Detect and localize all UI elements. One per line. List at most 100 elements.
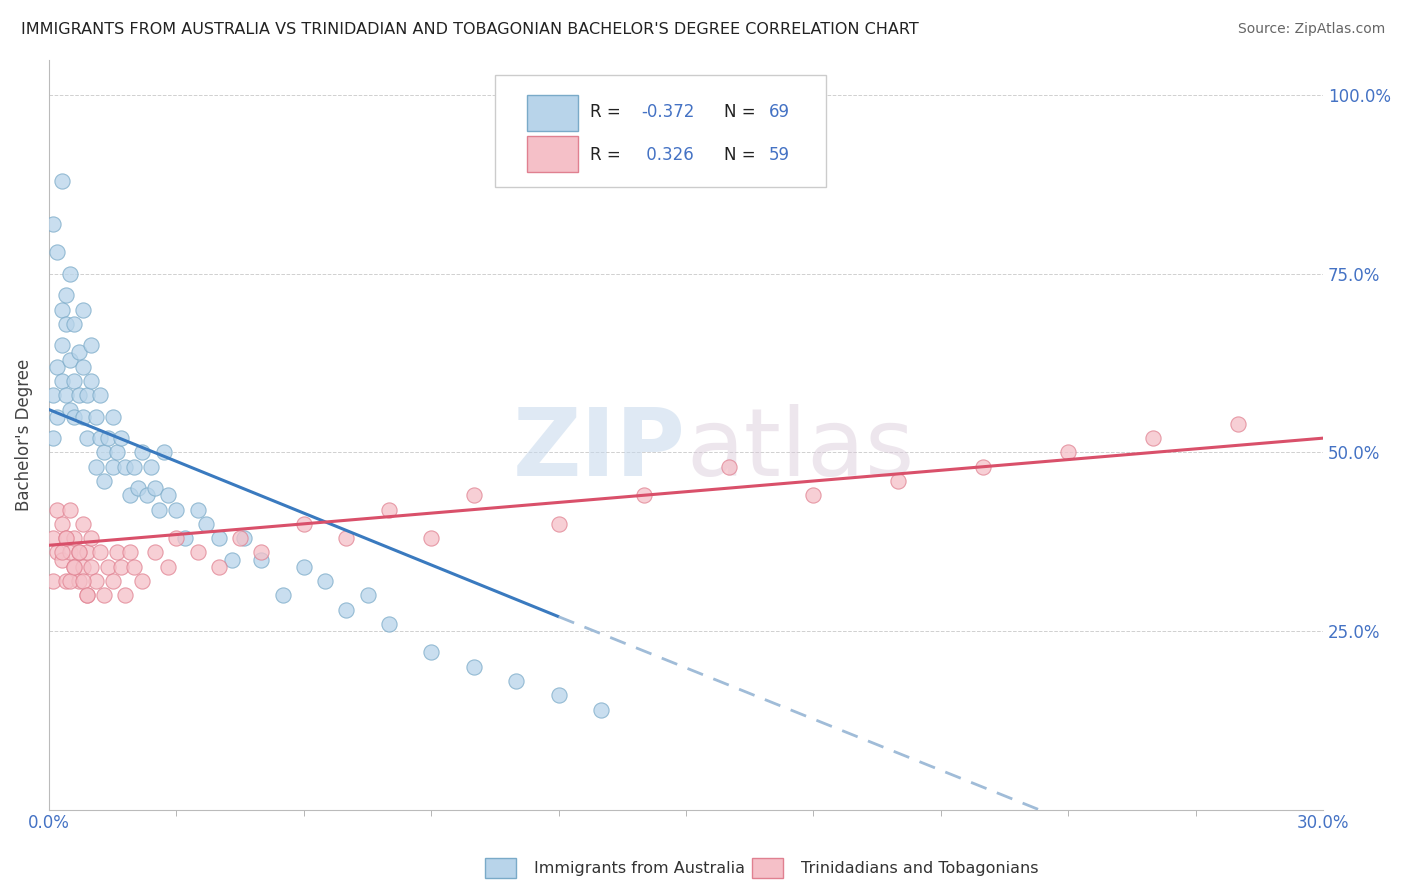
Point: [314, 574, 336, 588]
Point: [55, 388, 77, 402]
Point: [139, 459, 162, 474]
Point: [1057, 445, 1080, 459]
Text: Immigrants from Australia: Immigrants from Australia: [534, 862, 745, 876]
Point: [972, 459, 994, 474]
Point: [118, 545, 141, 559]
Point: [63, 559, 86, 574]
Point: [46, 502, 69, 516]
Point: [59, 574, 82, 588]
Point: [63, 559, 86, 574]
Text: R =: R =: [591, 103, 627, 121]
Point: [63, 531, 86, 545]
Text: 69: 69: [769, 103, 790, 121]
Point: [72, 559, 94, 574]
Point: [67, 545, 90, 559]
Point: [59, 502, 82, 516]
Point: [59, 352, 82, 367]
Text: ZIP: ZIP: [513, 403, 686, 496]
Text: N =: N =: [724, 103, 761, 121]
Point: [105, 545, 128, 559]
Point: [143, 545, 166, 559]
Point: [76, 545, 98, 559]
Point: [377, 502, 399, 516]
Point: [93, 474, 115, 488]
Point: [156, 559, 179, 574]
Text: N =: N =: [724, 146, 761, 164]
FancyBboxPatch shape: [527, 136, 578, 172]
Point: [143, 481, 166, 495]
Point: [803, 488, 825, 502]
Point: [114, 588, 136, 602]
Point: [420, 645, 443, 659]
Text: Trinidadians and Tobagonians: Trinidadians and Tobagonians: [801, 862, 1039, 876]
Point: [110, 559, 132, 574]
Point: [93, 588, 115, 602]
Point: [63, 374, 86, 388]
Point: [72, 409, 94, 424]
FancyBboxPatch shape: [495, 75, 827, 187]
Point: [59, 402, 82, 417]
Point: [42, 531, 65, 545]
Point: [55, 531, 77, 545]
Point: [59, 545, 82, 559]
Text: IMMIGRANTS FROM AUSTRALIA VS TRINIDADIAN AND TOBAGONIAN BACHELOR'S DEGREE CORREL: IMMIGRANTS FROM AUSTRALIA VS TRINIDADIAN…: [21, 22, 920, 37]
Point: [72, 302, 94, 317]
Point: [76, 431, 98, 445]
Point: [51, 374, 73, 388]
Point: [547, 516, 569, 531]
Point: [271, 588, 294, 602]
Point: [118, 488, 141, 502]
Point: [51, 516, 73, 531]
Point: [114, 459, 136, 474]
Point: [63, 409, 86, 424]
Point: [165, 502, 187, 516]
Point: [463, 659, 485, 673]
Point: [208, 559, 231, 574]
Point: [335, 531, 357, 545]
Point: [72, 516, 94, 531]
Point: [591, 702, 613, 716]
Text: 0.326: 0.326: [641, 146, 695, 164]
Text: 59: 59: [769, 146, 790, 164]
Point: [42, 431, 65, 445]
Point: [195, 516, 218, 531]
Point: [250, 552, 273, 566]
Point: [547, 688, 569, 702]
Point: [51, 552, 73, 566]
Point: [505, 673, 527, 688]
Point: [101, 409, 124, 424]
Point: [1142, 431, 1164, 445]
Point: [122, 559, 145, 574]
Point: [165, 531, 187, 545]
Point: [89, 388, 111, 402]
Point: [250, 545, 273, 559]
Point: [221, 552, 243, 566]
Point: [887, 474, 910, 488]
Point: [46, 409, 69, 424]
Point: [76, 388, 98, 402]
Point: [173, 531, 195, 545]
Text: atlas: atlas: [686, 403, 914, 496]
Point: [55, 574, 77, 588]
Point: [46, 245, 69, 260]
Point: [55, 317, 77, 331]
Point: [89, 431, 111, 445]
Point: [233, 531, 256, 545]
Point: [292, 516, 315, 531]
Point: [84, 409, 107, 424]
Point: [97, 431, 120, 445]
Point: [51, 302, 73, 317]
Point: [292, 559, 315, 574]
Point: [55, 288, 77, 302]
Point: [46, 359, 69, 374]
Text: Source: ZipAtlas.com: Source: ZipAtlas.com: [1237, 22, 1385, 37]
Point: [63, 317, 86, 331]
Point: [187, 545, 209, 559]
Point: [110, 431, 132, 445]
Point: [72, 359, 94, 374]
Point: [131, 445, 153, 459]
Point: [84, 459, 107, 474]
Point: [208, 531, 231, 545]
Point: [80, 338, 103, 352]
Point: [42, 388, 65, 402]
